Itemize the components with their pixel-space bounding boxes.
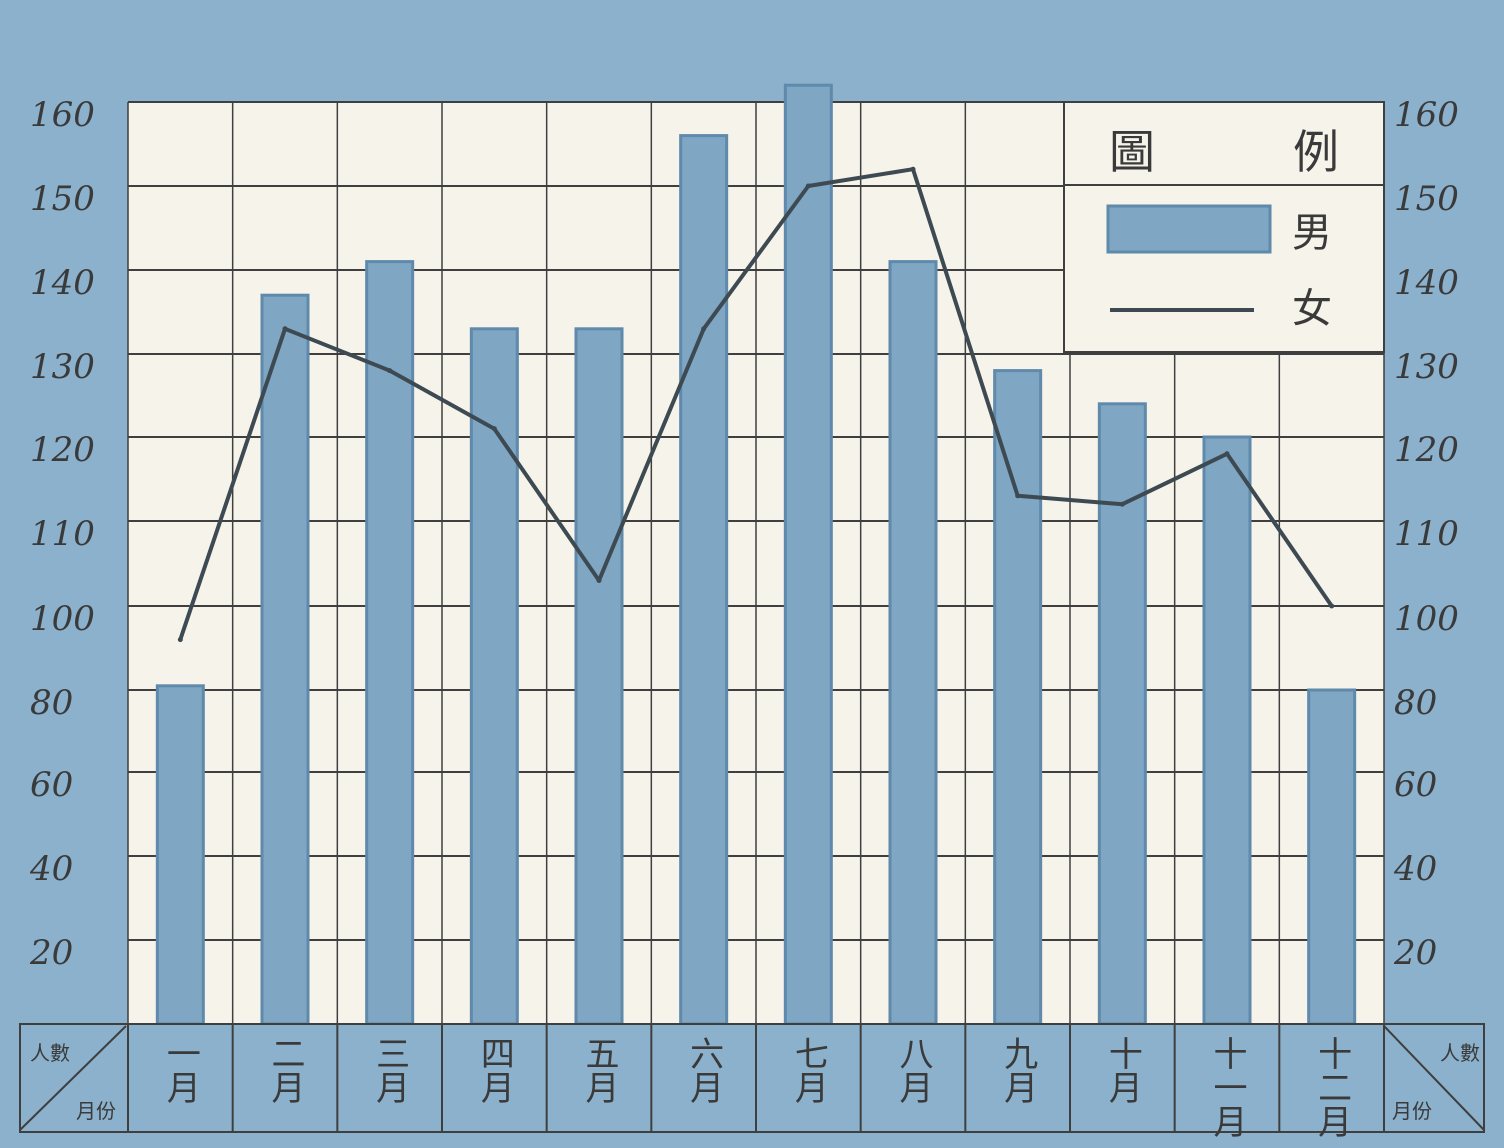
bar-male (1202, 435, 1252, 1026)
month-label: 二月 (265, 1036, 305, 1104)
month-label: 八月 (893, 1036, 933, 1104)
bar-male (888, 260, 938, 1026)
bar-male (155, 684, 205, 1026)
legend-label-male: 男 (1292, 210, 1332, 256)
line-female (178, 167, 1334, 641)
tick-label-left: 100 (30, 599, 95, 639)
bar-male (260, 293, 310, 1026)
corner-left-diagonal (19, 1025, 127, 1131)
tick-label-right: 110 (1394, 514, 1459, 554)
tick-label-left: 80 (30, 683, 73, 723)
line-point-female (282, 326, 288, 332)
line-point-female (1224, 451, 1230, 457)
bar-male (1307, 688, 1357, 1026)
bar-male (1097, 402, 1147, 1026)
month-label: 三月 (370, 1036, 410, 1104)
tick-label-right: 60 (1394, 765, 1437, 805)
legend-swatch-male (1106, 204, 1272, 254)
bar-male (574, 327, 624, 1026)
line-point-female (491, 426, 497, 432)
line-point-female (1329, 603, 1335, 609)
bar-male (365, 260, 415, 1026)
tick-label-left: 120 (30, 430, 95, 470)
corner-right-diagonal (1383, 1025, 1485, 1131)
tick-label-right: 140 (1394, 263, 1459, 303)
tick-label-right: 20 (1393, 933, 1437, 973)
month-label: 一月 (160, 1036, 200, 1104)
tick-label-right: 120 (1394, 430, 1459, 470)
tick-label-right: 80 (1394, 683, 1437, 723)
month-labels: 一月 二月 三月 四月 五月 六月 七月 八月 九月 十月 十一月 十二月 (127, 1024, 1385, 1138)
month-label: 六月 (684, 1036, 724, 1104)
line-point-female (387, 368, 393, 374)
corner-left-top: 人數 (30, 1041, 70, 1065)
corner-right-bottom: 月份 (1392, 1099, 1432, 1123)
month-label: 五月 (579, 1036, 619, 1104)
tick-label-right: 100 (1394, 599, 1459, 639)
tick-label-left: 60 (30, 765, 73, 805)
month-axis: 一月 二月 三月 四月 五月 六月 七月 八月 九月 十月 十一月 十二月 人數 月份 人數 月份 (19, 1023, 1485, 1138)
line-point-female (701, 326, 707, 332)
corner-right-top: 人數 (1440, 1041, 1480, 1065)
legend: 圖 例 男 女 (1063, 101, 1385, 353)
corner-left-bottom: 月份 (76, 1099, 116, 1123)
legend-label-female: 女 (1292, 286, 1332, 332)
bar-male (783, 83, 833, 1026)
month-label: 四月 (474, 1036, 514, 1104)
line-series (177, 166, 1335, 643)
month-label: 九月 (998, 1036, 1038, 1104)
line-point-female (910, 166, 916, 172)
bar-male (993, 369, 1043, 1026)
line-point-female (1119, 501, 1125, 507)
tick-label-right: 40 (1393, 849, 1437, 889)
line-point-female (177, 637, 183, 643)
month-label: 七月 (788, 1036, 828, 1104)
grid-lines (127, 101, 1385, 1024)
tick-label-left: 130 (30, 347, 95, 387)
tick-label-left: 110 (30, 514, 95, 554)
legend-title: 圖 例 (1109, 125, 1339, 179)
line-point-female (1015, 493, 1021, 499)
tick-label-left: 160 (30, 95, 95, 135)
bar-male (679, 134, 729, 1026)
bar-male (469, 327, 519, 1026)
tick-label-left: 140 (30, 263, 95, 303)
tick-label-right: 130 (1394, 347, 1459, 387)
month-axis-band (19, 1023, 1485, 1133)
line-point-female (805, 183, 811, 189)
month-label: 十月 (1102, 1036, 1142, 1104)
tick-label-left: 40 (29, 849, 73, 889)
month-label: 十二月 (1312, 1036, 1352, 1138)
month-label: 十一月 (1207, 1036, 1247, 1138)
tick-label-right: 160 (1394, 95, 1459, 135)
axis-ticks: 160 150 140 130 120 110 100 80 60 40 20 160 150 140 13… (29, 95, 1459, 973)
tick-label-right: 150 (1394, 179, 1459, 219)
tick-label-left: 150 (30, 179, 95, 219)
tick-label-left: 20 (29, 933, 73, 973)
line-point-female (596, 578, 602, 583)
